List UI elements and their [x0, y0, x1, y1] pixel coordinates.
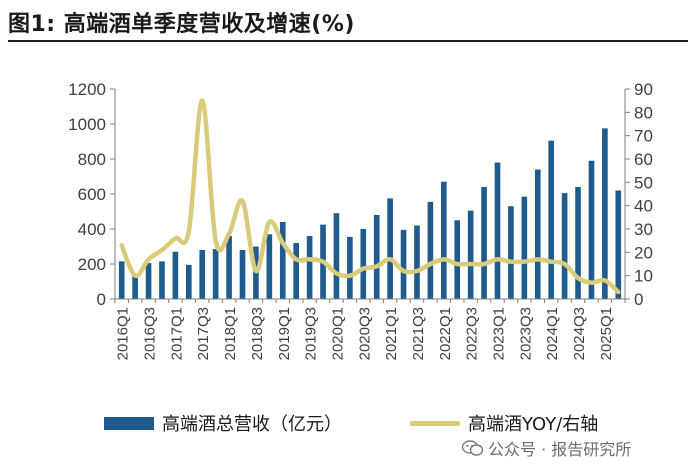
revenue-bar	[534, 169, 541, 299]
revenue-bar	[588, 160, 595, 299]
right-tick-label: 80	[634, 103, 653, 122]
revenue-bar	[467, 210, 474, 299]
revenue-bar	[414, 225, 420, 299]
x-tick-label: 2024Q3	[571, 307, 588, 360]
x-tick-label: 2024Q1	[544, 307, 561, 360]
legend-line-swatch	[410, 420, 460, 426]
revenue-bar	[602, 128, 608, 299]
x-tick-label: 2022Q3	[464, 307, 481, 360]
left-tick-label: 0	[97, 290, 106, 309]
x-tick-label: 2022Q1	[437, 307, 454, 360]
revenue-bar	[454, 220, 461, 299]
revenue-bar	[561, 193, 568, 299]
revenue-bar	[440, 181, 447, 299]
legend-label-yoy: 高端酒YOY/右轴	[468, 414, 599, 435]
x-tick-label: 2019Q3	[303, 307, 320, 360]
x-tick-label: 2018Q3	[249, 307, 266, 360]
revenue-bar	[306, 236, 313, 299]
watermark: 公众号 · 报告研究所	[462, 436, 631, 460]
revenue-bar	[132, 275, 138, 299]
revenue-bar	[481, 187, 487, 299]
right-tick-label: 70	[634, 127, 653, 146]
x-tick-label: 2021Q3	[410, 307, 427, 360]
right-tick-label: 0	[634, 290, 643, 309]
right-tick-label: 30	[634, 220, 653, 239]
yoy-line-group	[119, 98, 621, 295]
left-tick-label: 200	[78, 255, 106, 274]
revenue-bar	[185, 264, 192, 299]
right-tick-label: 20	[634, 243, 653, 262]
page-title: 图1: 高端酒单季度营收及增速(%)	[8, 12, 355, 37]
revenue-bar	[347, 236, 353, 299]
right-axis: 0 10 20 30 40 50 60 70 80 90	[624, 80, 653, 309]
revenue-bar	[118, 261, 125, 299]
left-axis: 0 200 400 600 800 1000 1200	[68, 80, 116, 309]
revenue-bar	[199, 250, 206, 299]
x-tick-label: 2021Q1	[383, 307, 400, 360]
revenue-bar	[145, 263, 152, 299]
left-tick-label: 1200	[68, 80, 106, 99]
legend-item-yoy: 高端酒YOY/右轴	[410, 410, 598, 436]
left-tick-label: 400	[78, 220, 106, 239]
right-tick-label: 40	[634, 197, 653, 216]
revenue-bar	[615, 190, 622, 299]
revenue-bar	[373, 215, 380, 299]
watermark-text: 公众号 · 报告研究所	[488, 440, 632, 459]
revenue-bar	[508, 206, 514, 299]
x-tick-label: 2017Q3	[195, 307, 212, 360]
wechat-icon	[462, 440, 484, 456]
x-tick-label: 2025Q1	[598, 307, 615, 360]
revenue-bar	[548, 140, 555, 299]
revenue-bar	[494, 162, 501, 299]
right-tick-label: 10	[634, 267, 653, 286]
x-tick-label: 2020Q3	[356, 307, 373, 360]
revenue-bar	[212, 249, 219, 299]
revenue-bar	[387, 198, 393, 299]
x-tick-label: 2018Q1	[222, 307, 239, 360]
left-tick-label: 600	[78, 185, 106, 204]
right-tick-label: 50	[634, 173, 653, 192]
left-tick-label: 1000	[68, 115, 106, 134]
revenue-bar	[293, 243, 300, 299]
x-tick-label: 2016Q3	[142, 307, 159, 360]
revenue-bar	[266, 234, 273, 299]
revenue-bar	[521, 196, 528, 299]
x-tick-label: 2023Q1	[491, 307, 508, 360]
x-tick-label: 2019Q1	[276, 307, 293, 360]
revenue-bar	[226, 236, 232, 299]
revenue-bar	[333, 213, 340, 299]
revenue-bar	[575, 187, 581, 299]
left-tick-label: 800	[78, 150, 106, 169]
revenue-bar	[360, 229, 367, 299]
x-tick-label: 2017Q1	[168, 307, 185, 360]
revenue-bar	[239, 250, 246, 299]
title-divider	[8, 40, 688, 42]
x-tick-label: 2020Q1	[329, 307, 346, 360]
revenue-bar	[172, 251, 179, 299]
x-tick-label: 2023Q3	[517, 307, 534, 360]
revenue-bars	[118, 128, 622, 299]
x-tick-label: 2016Q1	[115, 307, 132, 360]
revenue-bar	[279, 222, 286, 299]
legend-bar-swatch	[104, 416, 154, 430]
revenue-bar	[427, 201, 434, 299]
right-tick-label: 60	[634, 150, 653, 169]
legend-label-revenue: 高端酒总营收（亿元）	[162, 414, 342, 435]
revenue-bar	[159, 261, 165, 299]
yoy-line	[119, 98, 621, 295]
revenue-bar	[400, 229, 407, 299]
legend-item-revenue: 高端酒总营收（亿元）	[104, 410, 342, 436]
x-axis: 2016Q1 2016Q3 2017Q1 2017Q3 2018Q1 2018Q3 2019…	[114, 298, 626, 360]
right-tick-label: 90	[634, 80, 653, 99]
